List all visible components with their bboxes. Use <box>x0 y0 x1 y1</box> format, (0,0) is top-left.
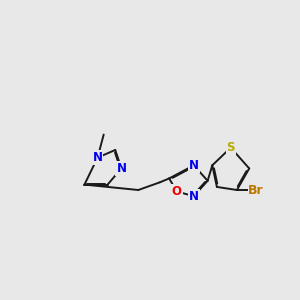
Text: Br: Br <box>248 184 264 196</box>
Text: N: N <box>189 190 199 203</box>
Text: O: O <box>172 185 182 198</box>
Text: N: N <box>92 151 103 164</box>
Text: N: N <box>189 159 199 172</box>
Text: S: S <box>226 141 235 154</box>
Text: N: N <box>116 162 126 175</box>
